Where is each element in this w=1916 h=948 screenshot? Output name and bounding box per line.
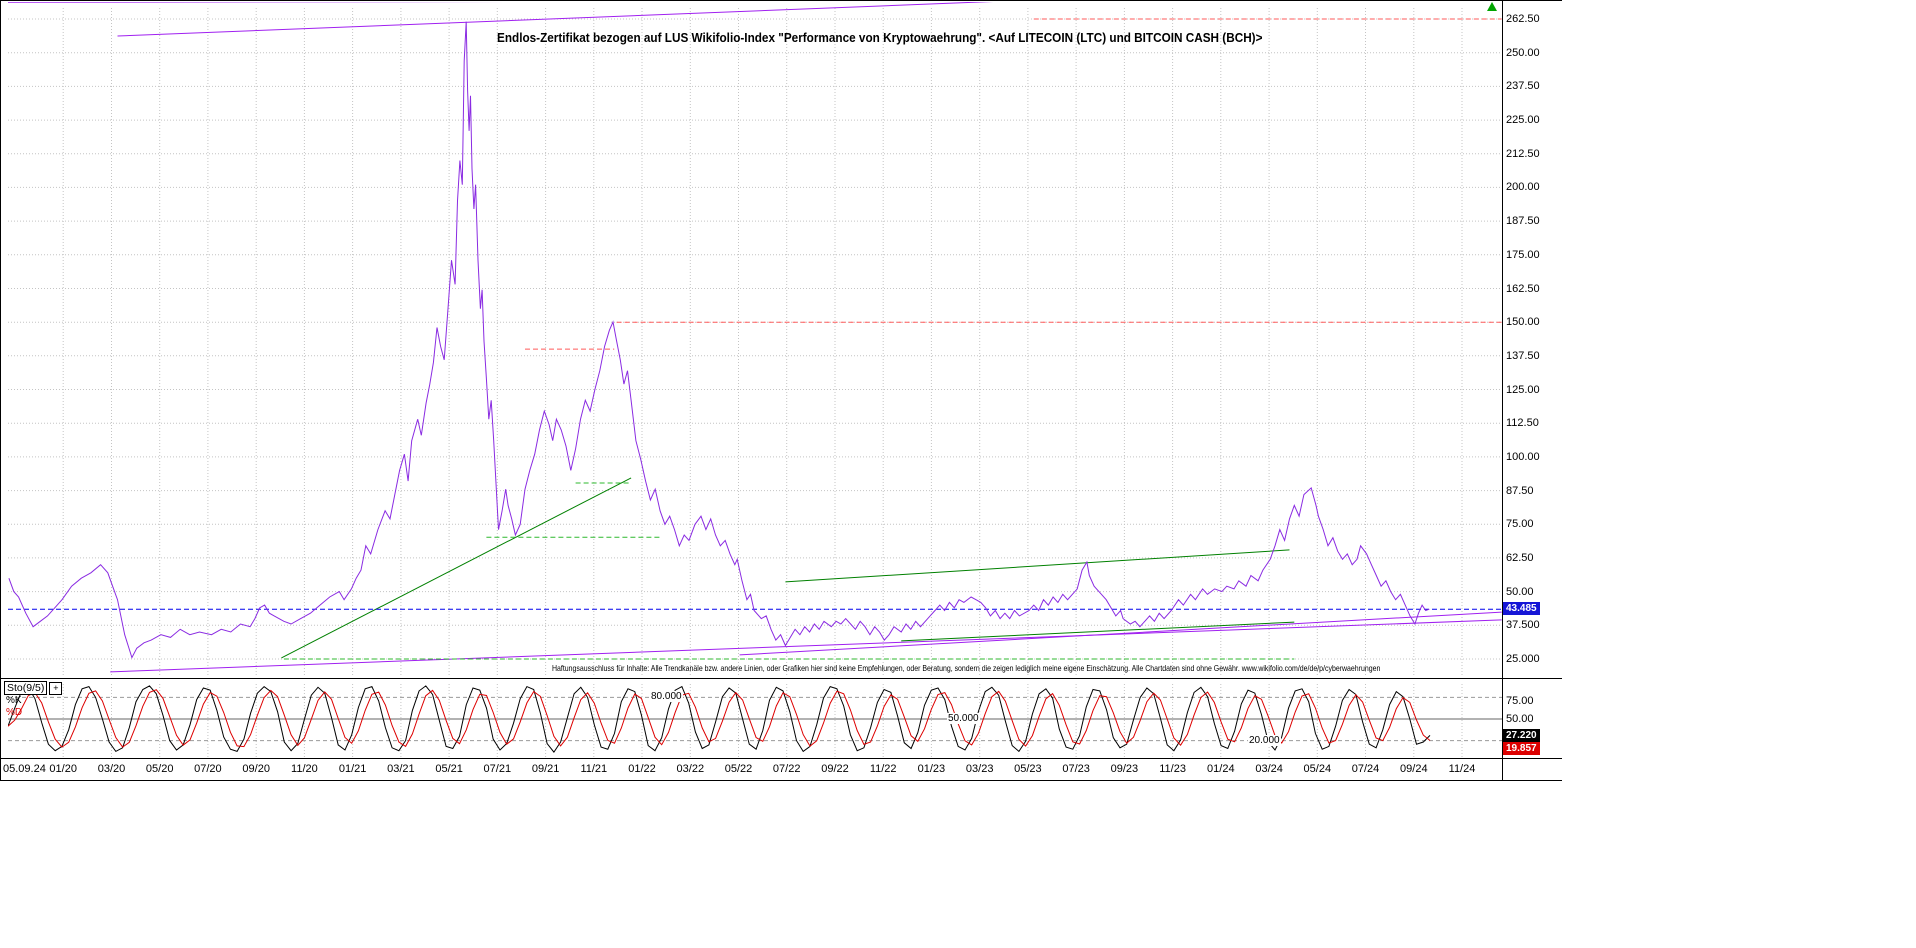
y-axis-label: 175.00 xyxy=(1506,248,1540,261)
x-axis-label: 01/22 xyxy=(628,763,656,775)
x-axis-label: 09/21 xyxy=(531,763,560,775)
x-axis-label: 03/20 xyxy=(97,763,126,775)
trendline-green-2020[interactable] xyxy=(281,477,632,659)
x-axis-label: 01/24 xyxy=(1207,763,1235,775)
x-axis-label: 03/21 xyxy=(387,763,415,775)
chart-frame xyxy=(0,0,1562,781)
x-axis-label: 09/24 xyxy=(1400,763,1428,775)
x-axis-label: 11/21 xyxy=(580,763,608,775)
x-axis-label: 11/23 xyxy=(1159,763,1186,775)
x-axis-label: 07/20 xyxy=(194,763,222,775)
x-axis-label: 01/21 xyxy=(338,763,367,775)
x-axis-label: 11/20 xyxy=(291,763,318,775)
x-axis-label: 01/23 xyxy=(917,763,946,775)
sto-grid-label: 50.000 xyxy=(947,713,980,724)
y-axis-label: 200.00 xyxy=(1506,181,1540,194)
chart-title: Endlos-Zertifikat bezogen auf LUS Wikifo… xyxy=(497,31,1263,45)
stochastic-k-label: %K xyxy=(6,695,22,706)
y-axis-label: 25.000 xyxy=(1506,653,1540,665)
trendline-purple-top[interactable] xyxy=(117,0,1034,37)
sto-axis-label: 75.00 xyxy=(1506,695,1534,707)
x-axis-label: 09/22 xyxy=(821,763,849,775)
x-axis-label: 05/20 xyxy=(145,763,174,775)
indicator-header: Sto(9/5) + xyxy=(4,681,63,695)
y-axis-label: 237.50 xyxy=(1506,80,1540,93)
trendline-green-channel-lower[interactable] xyxy=(901,621,1295,642)
stochastic-d-label: %D xyxy=(6,707,23,718)
y-axis-label: 125.00 xyxy=(1506,383,1540,396)
x-axis-label: 03/22 xyxy=(676,763,705,775)
price-line xyxy=(8,21,1430,659)
y-axis-label: 37.500 xyxy=(1506,619,1540,632)
trendline-green-channel-upper[interactable] xyxy=(785,549,1290,583)
sto-axis-label: 50.00 xyxy=(1506,713,1534,725)
y-axis-label: 225.00 xyxy=(1506,114,1540,127)
y-axis-label: 262.50 xyxy=(1506,13,1540,25)
y-axis-label: 137.50 xyxy=(1506,349,1540,362)
y-axis-label: 112.50 xyxy=(1506,417,1539,430)
x-axis-label: 01/20 xyxy=(49,763,77,775)
x-axis-label: 09/20 xyxy=(242,763,270,775)
y-axis-label: 250.00 xyxy=(1506,46,1540,59)
trendline-purple-bottom[interactable] xyxy=(110,619,1502,673)
sto-grid-label: 20.000 xyxy=(1248,734,1281,746)
y-axis-label: 100.00 xyxy=(1506,450,1540,463)
indicator-label[interactable]: Sto(9/5) xyxy=(4,681,48,695)
disclaimer-text: Haftungsausschluss für Inhalte: Alle Tre… xyxy=(552,663,1381,673)
up-arrow-marker xyxy=(1487,2,1497,11)
x-axis-label: 07/23 xyxy=(1062,763,1090,775)
y-axis-label: 62.50 xyxy=(1506,551,1534,564)
x-axis-label: 03/24 xyxy=(1255,763,1283,775)
x-axis-label: 05/22 xyxy=(724,763,753,775)
stochastic-k-line xyxy=(8,685,1431,753)
x-axis-label: 07/24 xyxy=(1351,763,1380,775)
stochastic-k-badge: 27.220 xyxy=(1503,729,1540,743)
x-axis-label: 05/24 xyxy=(1303,763,1332,775)
x-axis-label: 11/24 xyxy=(1448,763,1476,775)
x-axis-label: 07/22 xyxy=(772,763,801,775)
x-axis-label: 11/22 xyxy=(869,763,897,775)
grid xyxy=(8,8,1502,757)
y-axis-label: 162.50 xyxy=(1506,282,1540,295)
trendline-purple-top-2[interactable] xyxy=(8,1,1031,3)
x-axis-label: 03/23 xyxy=(965,763,994,775)
stochastic-d-line xyxy=(8,689,1431,748)
y-axis-label: 87.50 xyxy=(1506,484,1534,497)
trendline-purple-bottom-2[interactable] xyxy=(739,611,1502,656)
x-axis-label: 05/21 xyxy=(435,763,463,775)
sto-grid-label: 80.000 xyxy=(650,691,683,703)
x-axis-label: 09/23 xyxy=(1110,763,1139,775)
y-axis-label: 75.00 xyxy=(1506,518,1534,531)
indicator-expand-button[interactable]: + xyxy=(49,681,63,695)
x-axis-label: 05/23 xyxy=(1014,763,1042,775)
last-price-badge: 43.485 xyxy=(1503,602,1540,616)
quote-date-label: 05.09.24 xyxy=(3,763,46,775)
x-axis-label: 07/21 xyxy=(483,763,512,775)
y-axis-label: 150.00 xyxy=(1506,316,1540,329)
y-axis-label: 187.50 xyxy=(1506,215,1540,228)
stochastic-d-badge: 19.857 xyxy=(1503,742,1540,756)
chart-canvas[interactable] xyxy=(0,0,1562,782)
y-axis-label: 212.50 xyxy=(1506,147,1540,160)
y-axis-label: 50.00 xyxy=(1506,585,1534,598)
